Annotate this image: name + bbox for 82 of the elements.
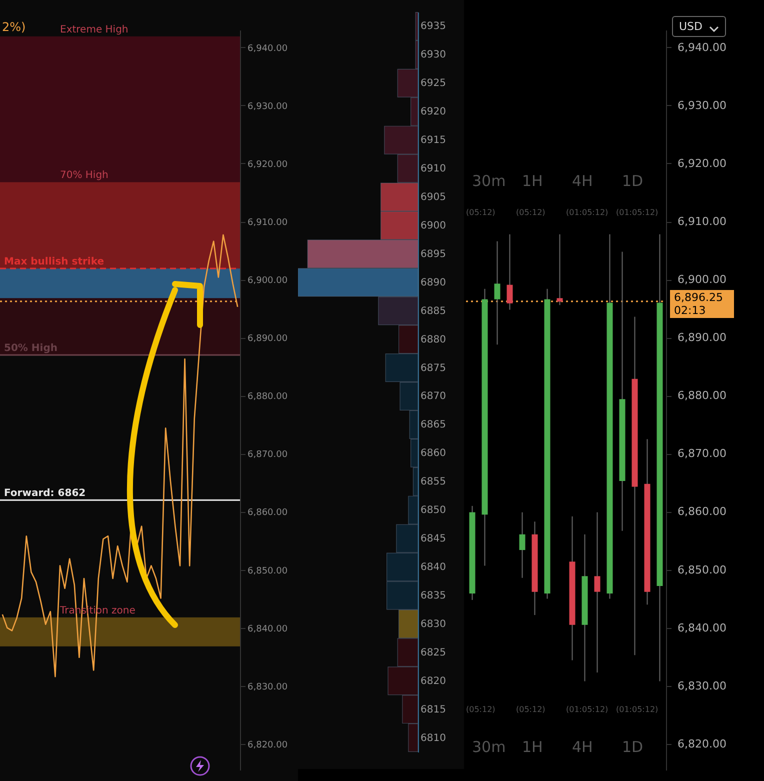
y-tick-label: 6,850.00 bbox=[678, 563, 726, 576]
candlestick bbox=[519, 512, 526, 578]
ref-line-label: Max bullish strike bbox=[4, 256, 104, 268]
text: 02:13 bbox=[674, 304, 707, 318]
y-tick-label: 6895 bbox=[420, 248, 446, 260]
y-tick-label: 6,870.00 bbox=[248, 450, 288, 460]
ref-line-label: 50% High bbox=[4, 343, 58, 354]
y-tick-label: 6900 bbox=[420, 220, 446, 232]
text: (05:12) bbox=[466, 705, 496, 714]
y-tick-label: 6,870.00 bbox=[678, 447, 726, 460]
y-tick-label: 6,930.00 bbox=[248, 102, 288, 112]
text: (01:05:12) bbox=[616, 705, 658, 714]
text: 4H bbox=[572, 738, 593, 756]
band-label: Extreme High bbox=[60, 24, 128, 36]
text: 1D bbox=[622, 738, 644, 756]
y-tick-label: 6935 bbox=[420, 21, 446, 32]
y-tick-label: 6,900.00 bbox=[678, 273, 726, 286]
y-tick-label: 6,930.00 bbox=[678, 98, 726, 112]
candlestick bbox=[594, 512, 600, 673]
y-tick-label: 6,880.00 bbox=[248, 392, 288, 402]
y-tick-label: 6850 bbox=[420, 505, 446, 516]
annotation: (01:05:12) bbox=[616, 208, 658, 217]
line-series bbox=[2, 234, 238, 678]
annotation: (01:05:12) bbox=[566, 208, 608, 217]
annotation: (05:12) bbox=[466, 208, 496, 217]
y-tick-label: 6845 bbox=[420, 534, 446, 545]
y-tick-label: 6,840.00 bbox=[678, 621, 726, 634]
y-tick-label: 6890 bbox=[420, 277, 446, 288]
band-label: 70% High bbox=[60, 170, 108, 182]
y-tick-label: 6855 bbox=[420, 476, 446, 488]
y-tick-label: 6830 bbox=[420, 618, 446, 630]
text: 30m bbox=[472, 738, 506, 756]
y-tick-label: 6,920.00 bbox=[248, 160, 288, 170]
y-tick-label: 6910 bbox=[420, 164, 446, 175]
y-tick-label: 6925 bbox=[420, 78, 446, 90]
y-tick-label: 6,910.00 bbox=[248, 218, 288, 228]
y-tick-label: 6835 bbox=[420, 590, 446, 602]
y-tick-label: 6,850.00 bbox=[248, 566, 288, 576]
annotation: 2%) bbox=[2, 20, 26, 34]
y-tick-label: 6880 bbox=[420, 334, 446, 346]
y-tick-label: 6,910.00 bbox=[678, 215, 726, 228]
y-tick-label: 6,880.00 bbox=[678, 389, 726, 402]
y-tick-label: 6,840.00 bbox=[248, 624, 288, 634]
y-tick-label: 6870 bbox=[420, 391, 446, 402]
y-tick-label: 6930 bbox=[420, 50, 446, 61]
text: (01:05:12) bbox=[566, 705, 608, 714]
candlestick bbox=[494, 240, 500, 346]
y-tick-label: 6,860.00 bbox=[248, 508, 288, 518]
y-tick-label: 6920 bbox=[420, 106, 446, 118]
y-tick-label: 6840 bbox=[420, 562, 446, 573]
y-tick-label: 6,830.00 bbox=[248, 682, 288, 692]
annotation: 30m bbox=[472, 172, 506, 190]
candlestick bbox=[556, 234, 563, 306]
y-tick-label: 6815 bbox=[420, 704, 446, 716]
y-tick-label: 6865 bbox=[420, 420, 446, 431]
y-tick-label: 6875 bbox=[420, 362, 446, 374]
text: 1H bbox=[522, 738, 543, 756]
text: USD bbox=[672, 16, 726, 37]
y-tick-label: 6,860.00 bbox=[678, 505, 726, 518]
y-tick-label: 6810 bbox=[420, 732, 446, 744]
y-tick-label: 6,820.00 bbox=[678, 737, 726, 750]
y-tick-label: 6825 bbox=[420, 647, 446, 658]
y-tick-label: 6,940.00 bbox=[248, 44, 288, 54]
y-tick-label: 6,820.00 bbox=[248, 740, 288, 750]
candlestick bbox=[506, 234, 513, 310]
annotation: 1H bbox=[522, 172, 543, 190]
text: (05:12) bbox=[516, 705, 546, 714]
y-tick-label: 6,890.00 bbox=[678, 331, 726, 344]
y-tick-label: 6,890.00 bbox=[248, 334, 288, 344]
y-tick-label: 6,940.00 bbox=[678, 40, 726, 54]
y-tick-label: 6915 bbox=[420, 135, 446, 146]
y-tick-label: 6820 bbox=[420, 676, 446, 687]
y-tick-label: 6,830.00 bbox=[678, 679, 726, 692]
y-tick-label: 6,900.00 bbox=[248, 276, 288, 286]
ref-line-label: Forward: 6862 bbox=[4, 488, 86, 500]
annotation: 4H bbox=[572, 172, 593, 190]
y-tick-label: 6885 bbox=[420, 306, 446, 317]
annotation: (05:12) bbox=[516, 208, 546, 217]
y-tick-label: 6,920.00 bbox=[678, 156, 726, 170]
annotation: 1D bbox=[622, 172, 644, 190]
y-tick-label: 6860 bbox=[420, 448, 446, 460]
y-tick-label: 6905 bbox=[420, 192, 446, 203]
